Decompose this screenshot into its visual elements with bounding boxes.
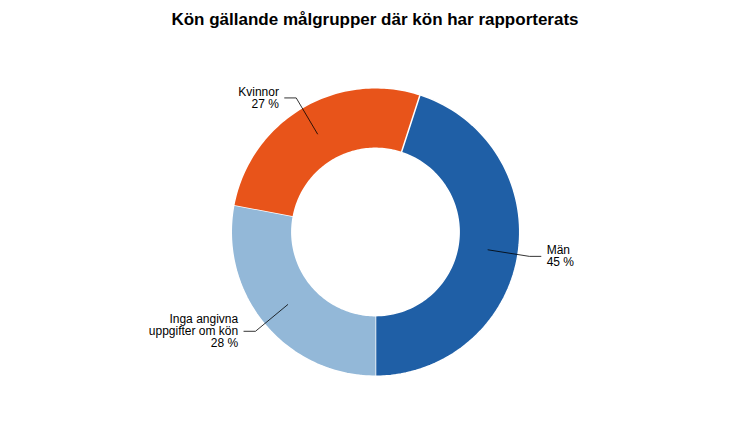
html-text:Kön gällande målgrupper där kö: Kön gällande målgrupper där kön har rapp… (171, 10, 579, 29)
svg-text:Kvinnor27 %: Kvinnor27 % (238, 85, 279, 111)
svg-text:Inga angivnauppgifter om kön28: Inga angivnauppgifter om kön28 % (149, 312, 239, 350)
svg-text:Män45 %: Män45 % (547, 243, 575, 269)
